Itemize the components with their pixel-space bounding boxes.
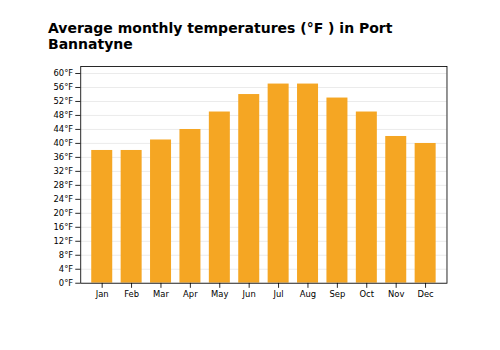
svg-text:12°F: 12°F [54,236,74,246]
svg-text:28°F: 28°F [54,180,74,190]
svg-text:40°F: 40°F [54,138,74,148]
svg-text:Jul: Jul [273,289,284,299]
svg-text:0°F: 0°F [59,278,74,288]
svg-text:8°F: 8°F [59,250,74,260]
svg-text:Mar: Mar [153,289,169,299]
svg-text:48°F: 48°F [54,110,74,120]
svg-text:32°F: 32°F [54,166,74,176]
svg-text:Aug: Aug [300,289,316,299]
svg-text:36°F: 36°F [54,152,74,162]
svg-text:44°F: 44°F [54,124,74,134]
svg-text:Apr: Apr [183,289,198,299]
svg-text:60°F: 60°F [54,68,74,78]
svg-text:24°F: 24°F [54,194,74,204]
svg-text:Sep: Sep [329,289,345,299]
svg-text:52°F: 52°F [54,96,74,106]
svg-text:Feb: Feb [124,289,139,299]
svg-text:56°F: 56°F [54,82,74,92]
svg-text:Jun: Jun [242,289,256,299]
svg-text:Nov: Nov [388,289,404,299]
svg-text:Dec: Dec [417,289,434,299]
html-text:Average monthly temperatures (: Average monthly temperatures (°F ) in Po… [48,20,393,52]
svg-text:Jan: Jan [95,289,109,299]
svg-text:16°F: 16°F [54,222,74,232]
svg-text:4°F: 4°F [59,264,74,274]
svg-text:20°F: 20°F [54,208,74,218]
svg-text:May: May [211,289,228,299]
svg-text:Oct: Oct [360,289,375,299]
